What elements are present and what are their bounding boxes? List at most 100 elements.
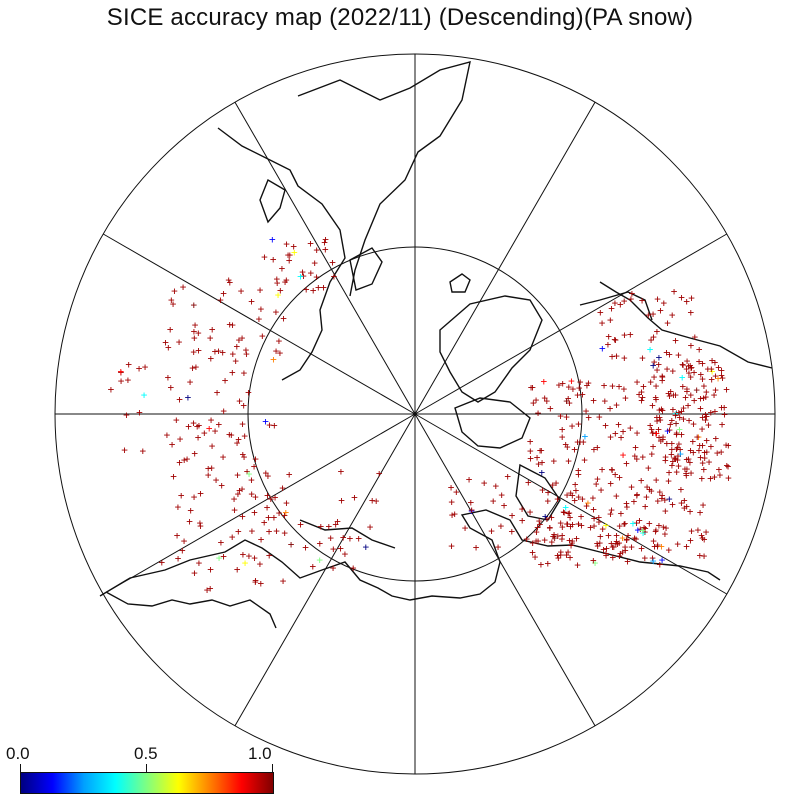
meridian-line: [234, 413, 416, 727]
accuracy-marker: +: [612, 296, 619, 309]
accuracy-marker: +: [612, 427, 619, 440]
accuracy-marker: +: [509, 509, 516, 522]
accuracy-marker: +: [718, 364, 725, 377]
accuracy-marker: +: [573, 532, 580, 545]
accuracy-marker: +: [682, 463, 689, 476]
accuracy-marker: +: [539, 483, 546, 496]
accuracy-marker: +: [169, 438, 176, 451]
accuracy-marker: +: [708, 373, 715, 386]
accuracy-marker: +: [674, 454, 681, 467]
accuracy-marker: +: [207, 563, 214, 576]
accuracy-marker: +: [448, 540, 455, 553]
accuracy-marker: +: [212, 425, 219, 438]
accuracy-marker: +: [663, 521, 670, 534]
accuracy-marker: +: [351, 491, 358, 504]
accuracy-marker: +: [669, 455, 676, 468]
accuracy-marker: +: [327, 532, 334, 545]
accuracy-marker: +: [656, 431, 663, 444]
accuracy-marker: +: [699, 357, 706, 370]
accuracy-marker: +: [644, 480, 651, 493]
accuracy-marker: +: [575, 468, 582, 481]
accuracy-marker: +: [117, 365, 124, 378]
accuracy-marker: +: [701, 452, 708, 465]
accuracy-marker: +: [533, 526, 540, 539]
accuracy-marker: +: [674, 441, 681, 454]
accuracy-marker: +: [307, 267, 314, 280]
accuracy-marker: +: [215, 418, 222, 431]
accuracy-marker: +: [591, 520, 598, 533]
accuracy-marker: +: [291, 246, 298, 259]
accuracy-marker: +: [702, 413, 709, 426]
accuracy-marker: +: [538, 558, 545, 571]
accuracy-marker: +: [700, 498, 707, 511]
accuracy-marker: +: [662, 450, 669, 463]
accuracy-marker: +: [703, 445, 710, 458]
accuracy-marker: +: [266, 549, 273, 562]
accuracy-marker: +: [229, 531, 236, 544]
accuracy-marker: +: [569, 420, 576, 433]
accuracy-marker: +: [583, 405, 590, 418]
accuracy-marker: +: [534, 521, 541, 534]
accuracy-marker: +: [307, 237, 314, 250]
accuracy-marker: +: [282, 276, 289, 289]
accuracy-marker: +: [571, 443, 578, 456]
meridian-line: [414, 413, 728, 595]
accuracy-marker: +: [685, 399, 692, 412]
accuracy-marker: +: [551, 531, 558, 544]
meridian-line: [102, 233, 416, 415]
accuracy-marker: +: [207, 352, 214, 365]
accuracy-marker: +: [559, 431, 566, 444]
accuracy-marker: +: [498, 489, 505, 502]
accuracy-marker: +: [621, 328, 628, 341]
accuracy-marker: +: [174, 529, 181, 542]
accuracy-marker: +: [634, 376, 641, 389]
accuracy-marker: +: [725, 439, 732, 452]
accuracy-marker: +: [623, 457, 630, 470]
accuracy-marker: +: [681, 494, 688, 507]
accuracy-marker: +: [376, 467, 383, 480]
accuracy-marker: +: [634, 488, 641, 501]
accuracy-marker: +: [622, 517, 629, 530]
accuracy-marker: +: [642, 500, 649, 513]
accuracy-marker: +: [687, 534, 694, 547]
accuracy-marker: +: [173, 414, 180, 427]
accuracy-marker: +: [468, 503, 475, 516]
accuracy-marker: +: [274, 277, 281, 290]
accuracy-marker: +: [689, 435, 696, 448]
accuracy-marker: +: [575, 418, 582, 431]
accuracy-marker: +: [226, 276, 233, 289]
accuracy-marker: +: [683, 363, 690, 376]
accuracy-marker: +: [158, 556, 165, 569]
accuracy-marker: +: [320, 281, 327, 294]
accuracy-marker: +: [725, 472, 732, 485]
accuracy-marker: +: [187, 504, 194, 517]
accuracy-marker: +: [283, 274, 290, 287]
accuracy-marker: +: [599, 463, 606, 476]
accuracy-marker: +: [607, 507, 614, 520]
accuracy-marker: +: [125, 373, 132, 386]
accuracy-marker: +: [632, 441, 639, 454]
accuracy-marker: +: [676, 423, 683, 436]
accuracy-marker: +: [622, 541, 629, 554]
accuracy-marker: +: [262, 466, 269, 479]
accuracy-marker: +: [650, 426, 657, 439]
accuracy-marker: +: [214, 386, 221, 399]
accuracy-marker: +: [185, 420, 192, 433]
accuracy-marker: +: [261, 516, 268, 529]
accuracy-marker: +: [527, 505, 534, 518]
accuracy-marker: +: [672, 388, 679, 401]
accuracy-marker: +: [673, 406, 680, 419]
accuracy-marker: +: [557, 546, 564, 559]
accuracy-marker: +: [703, 434, 710, 447]
accuracy-marker: +: [170, 470, 177, 483]
accuracy-marker: +: [566, 397, 573, 410]
accuracy-marker: +: [481, 477, 488, 490]
accuracy-marker: +: [662, 454, 669, 467]
accuracy-marker: +: [265, 470, 272, 483]
colorbar-tick: [20, 764, 21, 772]
accuracy-marker: +: [222, 374, 229, 387]
accuracy-marker: +: [603, 519, 610, 532]
accuracy-marker: +: [659, 433, 666, 446]
accuracy-marker: +: [585, 496, 592, 509]
accuracy-marker: +: [462, 521, 469, 534]
